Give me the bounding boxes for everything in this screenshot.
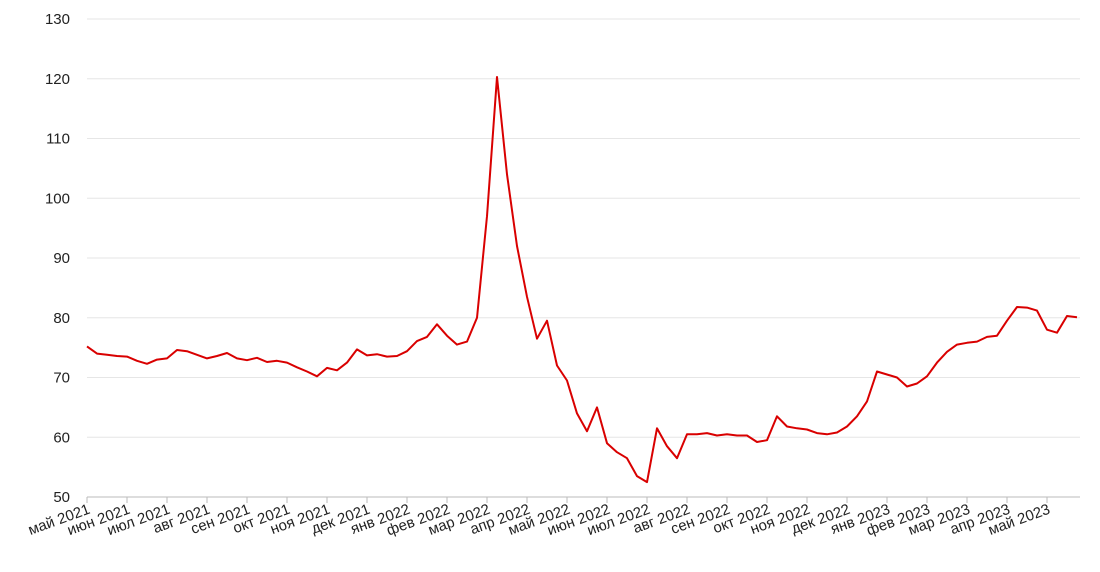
y-tick-label: 80 xyxy=(53,310,70,327)
y-tick-label: 120 xyxy=(45,71,70,88)
line-series xyxy=(86,76,1078,484)
y-tick-label: 110 xyxy=(46,131,70,148)
y-tick-label: 130 xyxy=(45,11,70,28)
y-tick-label: 50 xyxy=(53,489,70,506)
y-tick-label: 60 xyxy=(53,429,70,446)
y-tick-label: 100 xyxy=(45,190,70,207)
y-tick-label: 90 xyxy=(53,250,70,267)
y-tick-label: 70 xyxy=(53,370,70,387)
